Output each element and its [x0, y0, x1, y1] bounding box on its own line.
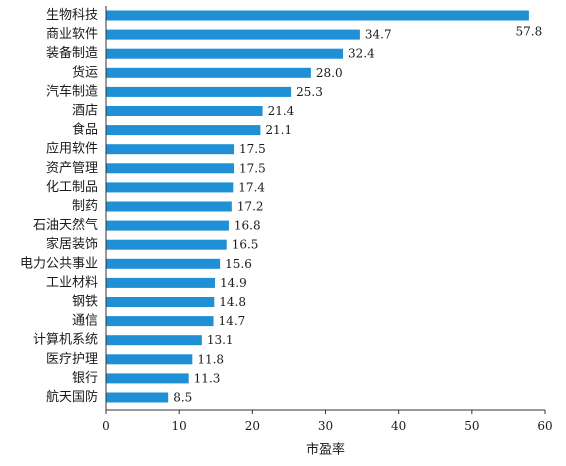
category-label: 石油天然气	[33, 217, 98, 233]
value-label: 17.5	[239, 142, 266, 156]
category-label: 医疗护理	[46, 352, 98, 367]
value-label: 14.8	[219, 295, 246, 309]
x-tick-label: 0	[102, 419, 110, 433]
bar	[106, 277, 216, 288]
bars-layer: 生物科技 57.8 商业软件 34.7 装备制造 32.4 货运 28.0 汽车制造 25.3 酒店…	[20, 8, 542, 405]
bar	[106, 297, 215, 307]
category-label: 商业软件	[46, 27, 98, 42]
category-label: 计算机系统	[33, 333, 98, 348]
category-label: 应用软件	[46, 141, 98, 157]
category-label: 钢铁	[72, 295, 98, 310]
bar	[106, 316, 214, 327]
x-tick-label: 30	[318, 419, 333, 433]
bar	[106, 86, 292, 97]
category-label: 家居装饰	[46, 236, 98, 252]
bar	[106, 354, 193, 365]
value-label: 17.4	[238, 180, 265, 194]
bar	[106, 29, 360, 40]
bar	[106, 163, 235, 174]
category-label: 汽车制造	[46, 83, 98, 99]
value-label: 21.4	[268, 104, 295, 118]
value-label: 13.1	[207, 333, 234, 347]
value-label: 11.3	[194, 371, 221, 385]
bar	[106, 106, 263, 116]
bar	[106, 182, 234, 193]
value-label: 28.0	[316, 66, 343, 80]
bar	[106, 67, 311, 78]
value-label: 17.5	[239, 161, 266, 175]
category-label: 食品	[72, 122, 98, 138]
bar	[106, 10, 529, 21]
value-label: 17.2	[237, 200, 264, 214]
bar	[106, 201, 232, 212]
value-label: 34.7	[365, 28, 392, 42]
value-label: 11.8	[197, 352, 224, 366]
category-label: 资产管理	[46, 161, 98, 176]
category-label: 装备制造	[46, 45, 98, 61]
category-label: 通信	[72, 314, 98, 329]
x-tick-label: 40	[391, 419, 406, 433]
bar	[106, 125, 261, 136]
value-label: 15.6	[225, 257, 252, 271]
category-label: 货运	[72, 64, 98, 80]
value-label: 21.1	[265, 123, 292, 137]
x-axis: 0 10 20 30 40 50 60	[102, 6, 553, 433]
category-label: 制药	[72, 199, 98, 214]
bar	[106, 144, 235, 155]
value-label: 14.9	[220, 276, 247, 290]
value-label: 25.3	[296, 85, 323, 99]
bar	[106, 335, 202, 346]
bar	[106, 373, 189, 384]
x-tick-label: 20	[245, 419, 260, 433]
bar	[106, 48, 344, 59]
value-label: 32.4	[348, 47, 375, 61]
bar	[106, 258, 221, 269]
category-label: 航天国防	[46, 389, 98, 405]
x-tick-label: 10	[172, 419, 187, 433]
bar	[106, 392, 169, 403]
category-label: 酒店	[72, 104, 98, 119]
value-label: 8.5	[173, 391, 192, 405]
category-label: 生物科技	[46, 8, 98, 23]
value-label: 16.5	[232, 238, 259, 252]
value-label: 14.7	[219, 314, 246, 328]
bar	[106, 220, 229, 231]
x-tick-label: 60	[537, 419, 552, 433]
bar	[106, 239, 227, 250]
category-label: 银行	[72, 371, 98, 386]
value-label: 57.8	[516, 25, 543, 39]
category-label: 化工制品	[46, 180, 98, 195]
x-axis-title: 市盈率	[306, 442, 345, 458]
value-label: 16.8	[234, 219, 261, 233]
category-label: 工业材料	[46, 275, 98, 290]
x-tick-label: 50	[464, 419, 479, 433]
category-label: 电力公共事业	[20, 256, 98, 271]
